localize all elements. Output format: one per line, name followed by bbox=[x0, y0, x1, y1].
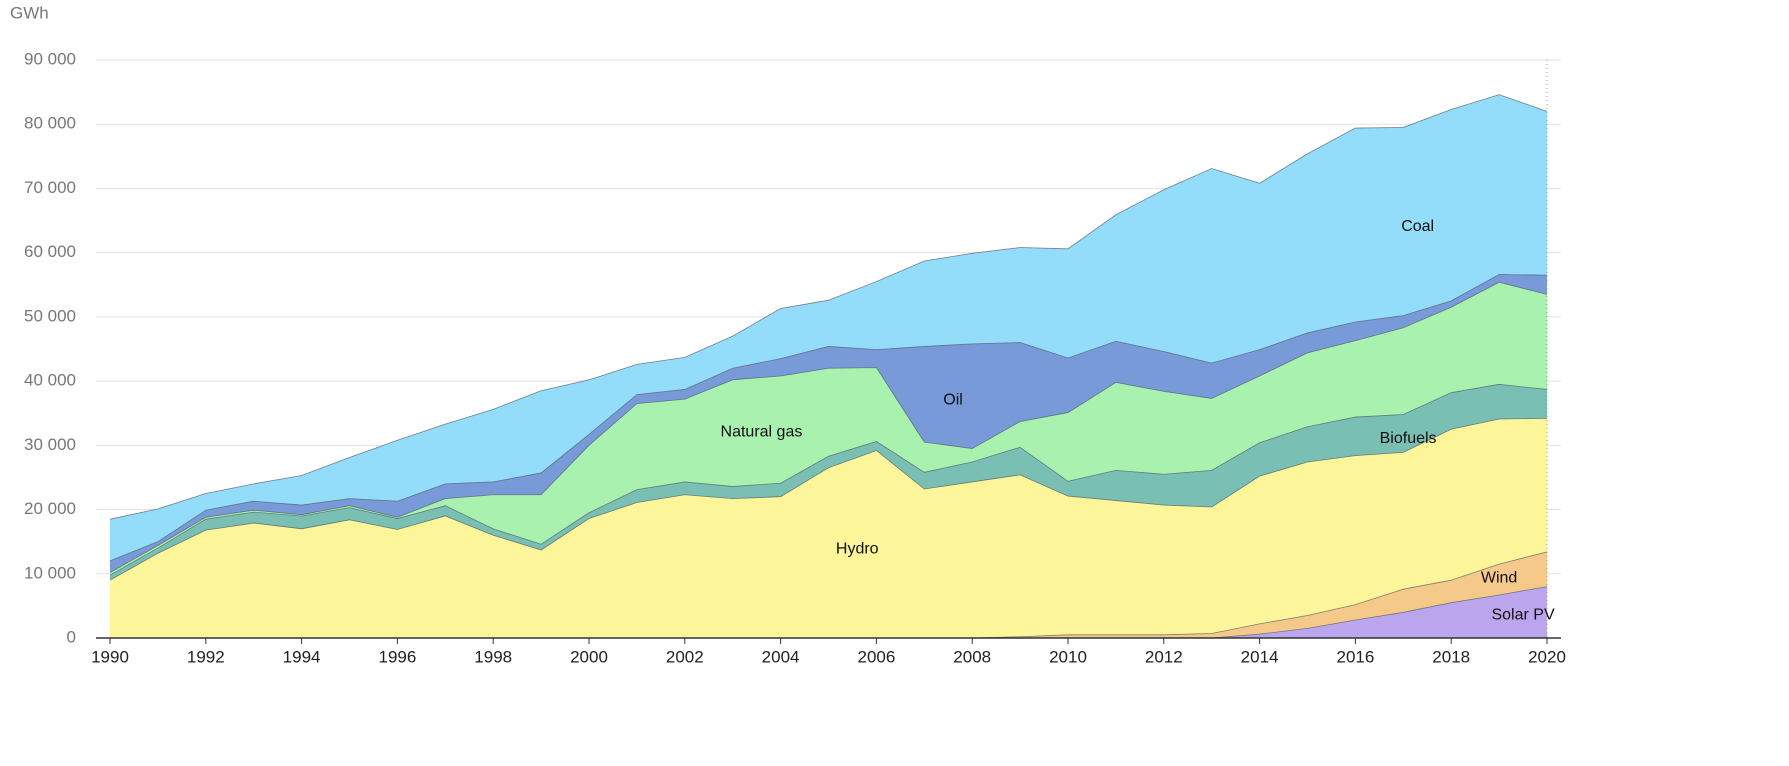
x-tick-label: 1990 bbox=[91, 647, 129, 666]
y-tick-label: 60 000 bbox=[24, 242, 76, 261]
y-tick-label: 0 bbox=[67, 627, 76, 646]
x-tick-label: 2018 bbox=[1432, 647, 1470, 666]
series-label: Biofuels bbox=[1380, 430, 1437, 447]
area bbox=[110, 418, 1547, 638]
x-tick-label: 2014 bbox=[1241, 647, 1279, 666]
x-tick-label: 1998 bbox=[474, 647, 512, 666]
series-label: Wind bbox=[1481, 569, 1517, 586]
y-tick-label: 20 000 bbox=[24, 499, 76, 518]
x-tick-label: 2020 bbox=[1528, 647, 1566, 666]
area-edge bbox=[109, 94, 1548, 520]
x-tick-label: 2012 bbox=[1145, 647, 1183, 666]
y-axis-label: GWh bbox=[10, 3, 49, 22]
area bbox=[110, 282, 1547, 576]
y-tick-label: 40 000 bbox=[24, 371, 76, 390]
x-tick-label: 2008 bbox=[953, 647, 991, 666]
x-tick-label: 1992 bbox=[187, 647, 225, 666]
series-label: Natural gas bbox=[721, 424, 803, 441]
area-edge bbox=[109, 281, 1548, 573]
y-tick-label: 90 000 bbox=[24, 49, 76, 68]
area-edge bbox=[109, 274, 1548, 562]
y-tick-label: 30 000 bbox=[24, 435, 76, 454]
series-label: Coal bbox=[1401, 218, 1434, 235]
y-tick-label: 70 000 bbox=[24, 178, 76, 197]
y-tick-label: 50 000 bbox=[24, 306, 76, 325]
x-tick-label: 2016 bbox=[1336, 647, 1374, 666]
x-tick-label: 1994 bbox=[283, 647, 321, 666]
area-edge bbox=[109, 383, 1548, 576]
series-label: Solar PV bbox=[1491, 607, 1554, 624]
x-tick-label: 2006 bbox=[857, 647, 895, 666]
x-tick-label: 2002 bbox=[666, 647, 704, 666]
y-tick-label: 10 000 bbox=[24, 563, 76, 582]
series-label: Hydro bbox=[836, 541, 879, 558]
y-tick-label: 80 000 bbox=[24, 114, 76, 133]
area bbox=[110, 586, 1547, 638]
series-label: Oil bbox=[943, 392, 963, 409]
area-edge bbox=[109, 417, 1548, 581]
x-tick-label: 2004 bbox=[762, 647, 800, 666]
area bbox=[110, 94, 1547, 561]
x-tick-label: 2000 bbox=[570, 647, 608, 666]
x-tick-label: 1996 bbox=[378, 647, 416, 666]
x-tick-label: 2010 bbox=[1049, 647, 1087, 666]
